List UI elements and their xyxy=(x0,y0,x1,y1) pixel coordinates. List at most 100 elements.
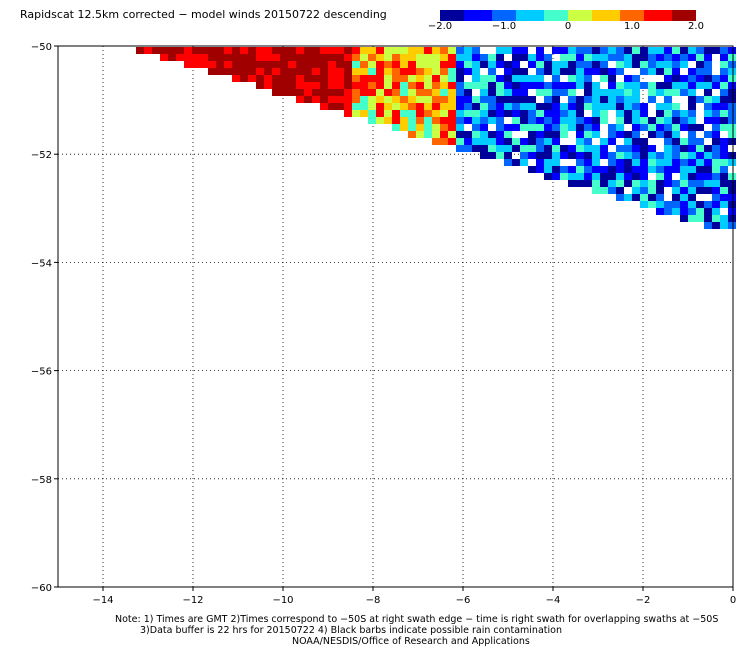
wind-cell xyxy=(248,68,256,75)
wind-cell xyxy=(560,110,568,117)
wind-cell xyxy=(632,166,640,173)
wind-cell xyxy=(704,187,712,194)
wind-cell xyxy=(552,96,560,103)
wind-cell xyxy=(504,152,512,159)
wind-cell xyxy=(664,166,672,173)
wind-cell xyxy=(632,61,640,68)
wind-cell xyxy=(592,180,600,187)
wind-cell xyxy=(512,103,520,110)
y-tick-label: −50 xyxy=(31,42,52,53)
wind-cell xyxy=(544,117,552,124)
wind-cell xyxy=(568,82,576,89)
wind-cell xyxy=(448,138,456,145)
wind-cell xyxy=(352,47,360,54)
wind-cell xyxy=(680,215,688,222)
wind-cell xyxy=(712,138,720,145)
wind-cell xyxy=(424,96,432,103)
wind-cell xyxy=(632,96,640,103)
wind-cell xyxy=(392,82,400,89)
wind-cell xyxy=(376,117,384,124)
wind-cell xyxy=(272,75,280,82)
wind-cell xyxy=(368,117,376,124)
x-tick-label: −2 xyxy=(636,595,651,606)
wind-cell xyxy=(584,173,592,180)
colorbar-segment xyxy=(624,10,629,21)
wind-cell xyxy=(664,124,672,131)
wind-cell xyxy=(688,68,696,75)
wind-cell xyxy=(688,82,696,89)
wind-cell xyxy=(480,96,488,103)
wind-cell xyxy=(296,96,304,103)
wind-cell xyxy=(664,47,672,54)
wind-cell xyxy=(728,89,736,96)
wind-cell xyxy=(456,138,464,145)
wind-cell xyxy=(640,159,648,166)
wind-cell xyxy=(264,75,272,82)
wind-cell xyxy=(416,96,424,103)
wind-cell xyxy=(504,103,512,110)
wind-cell xyxy=(456,103,464,110)
wind-cell xyxy=(552,89,560,96)
wind-cell xyxy=(536,145,544,152)
wind-cell xyxy=(432,82,440,89)
wind-cell xyxy=(648,131,656,138)
wind-cell xyxy=(576,152,584,159)
wind-cell xyxy=(696,82,704,89)
wind-cell xyxy=(704,208,712,215)
wind-cell xyxy=(624,159,632,166)
wind-cell xyxy=(392,75,400,82)
wind-cell xyxy=(304,54,312,61)
wind-cell xyxy=(528,152,536,159)
wind-cell xyxy=(296,75,304,82)
wind-cell xyxy=(488,152,496,159)
wind-cell xyxy=(384,82,392,89)
wind-cell xyxy=(224,68,232,75)
colorbar-segment xyxy=(468,10,473,21)
wind-cell xyxy=(504,138,512,145)
wind-cell xyxy=(496,61,504,68)
wind-cell xyxy=(520,103,528,110)
wind-cell xyxy=(528,138,536,145)
wind-cell xyxy=(592,187,600,194)
wind-cell xyxy=(496,152,504,159)
wind-cell xyxy=(496,124,504,131)
wind-cell xyxy=(568,103,576,110)
wind-cell xyxy=(456,124,464,131)
wind-cell xyxy=(488,138,496,145)
wind-cell xyxy=(280,68,288,75)
colorbar-segment xyxy=(644,10,649,21)
wind-cell xyxy=(656,180,664,187)
wind-cell xyxy=(304,75,312,82)
wind-cell xyxy=(616,68,624,75)
wind-cell xyxy=(512,89,520,96)
wind-cell xyxy=(328,61,336,68)
wind-cell xyxy=(488,54,496,61)
wind-cell xyxy=(408,117,416,124)
wind-cell xyxy=(272,61,280,68)
wind-cell xyxy=(152,47,160,54)
wind-cell xyxy=(560,54,568,61)
wind-cell xyxy=(448,68,456,75)
wind-cell xyxy=(424,75,432,82)
wind-cell xyxy=(648,54,656,61)
wind-cell xyxy=(672,117,680,124)
wind-cell xyxy=(224,47,232,54)
wind-cell xyxy=(672,54,680,61)
wind-cell xyxy=(184,61,192,68)
wind-cell xyxy=(680,166,688,173)
wind-cell xyxy=(608,47,616,54)
wind-cell xyxy=(352,61,360,68)
wind-cell xyxy=(400,110,408,117)
wind-cell xyxy=(584,138,592,145)
wind-cell xyxy=(608,75,616,82)
wind-cell xyxy=(640,82,648,89)
wind-cell xyxy=(696,173,704,180)
wind-cell xyxy=(472,82,480,89)
wind-cell xyxy=(688,201,696,208)
wind-cell xyxy=(424,47,432,54)
wind-cell xyxy=(232,61,240,68)
wind-cell xyxy=(424,82,432,89)
wind-cell xyxy=(224,54,232,61)
wind-cell xyxy=(728,82,736,89)
wind-cell xyxy=(512,145,520,152)
